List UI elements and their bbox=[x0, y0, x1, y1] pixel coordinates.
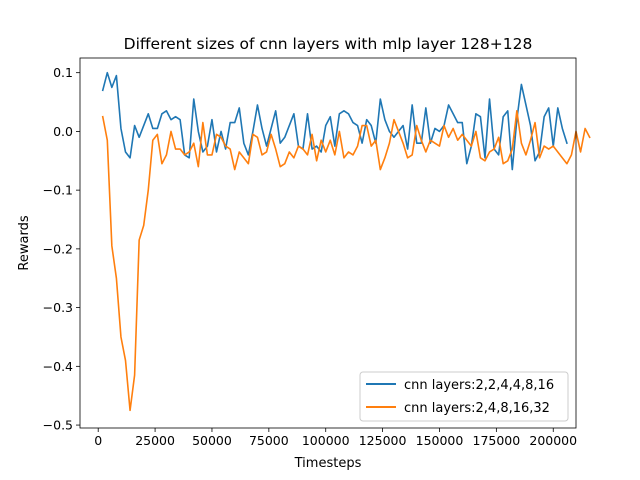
chart-title: Different sizes of cnn layers with mlp l… bbox=[124, 35, 533, 53]
y-tick-label-0: −0.5 bbox=[43, 418, 73, 433]
series-layer bbox=[101, 71, 591, 412]
series-line-1 bbox=[101, 110, 591, 412]
plot-border bbox=[79, 57, 577, 429]
plot-area bbox=[79, 57, 591, 429]
x-tick-label-1: 25000 bbox=[135, 433, 175, 448]
series-line-0 bbox=[101, 71, 568, 171]
x-axis: 0 25000 50000 75000 100000 125000 150000 175000… bbox=[94, 428, 577, 448]
x-tick-label-8: 200000 bbox=[529, 433, 577, 448]
x-tick-label-3: 75000 bbox=[249, 433, 289, 448]
x-tick-label-2: 50000 bbox=[192, 433, 232, 448]
x-tick-label-5: 125000 bbox=[359, 433, 407, 448]
x-tick-label-0: 0 bbox=[94, 433, 102, 448]
y-tick-label-2: −0.3 bbox=[43, 300, 73, 315]
y-axis: −0.5 −0.4 −0.3 −0.2 −0.1 0.0 0.1 bbox=[43, 65, 80, 433]
x-tick-label-4: 100000 bbox=[302, 433, 350, 448]
x-tick-label-7: 175000 bbox=[473, 433, 521, 448]
legend-entry-0: cnn layers:2,2,4,4,8,16 bbox=[404, 378, 554, 393]
x-axis-label: Timesteps bbox=[294, 456, 362, 471]
y-axis-label: Rewards bbox=[17, 215, 32, 270]
legend-entry-1: cnn layers:2,4,8,16,32 bbox=[404, 401, 550, 416]
legend: cnn layers:2,2,4,4,8,16 cnn layers:2,4,8… bbox=[359, 371, 569, 422]
y-tick-label-4: −0.1 bbox=[43, 183, 73, 198]
legend-box bbox=[359, 371, 569, 422]
y-tick-label-5: 0.0 bbox=[53, 124, 73, 139]
y-tick-label-1: −0.4 bbox=[43, 359, 73, 374]
x-tick-label-6: 150000 bbox=[416, 433, 464, 448]
y-tick-label-3: −0.2 bbox=[43, 241, 73, 256]
y-tick-label-6: 0.1 bbox=[53, 65, 73, 80]
